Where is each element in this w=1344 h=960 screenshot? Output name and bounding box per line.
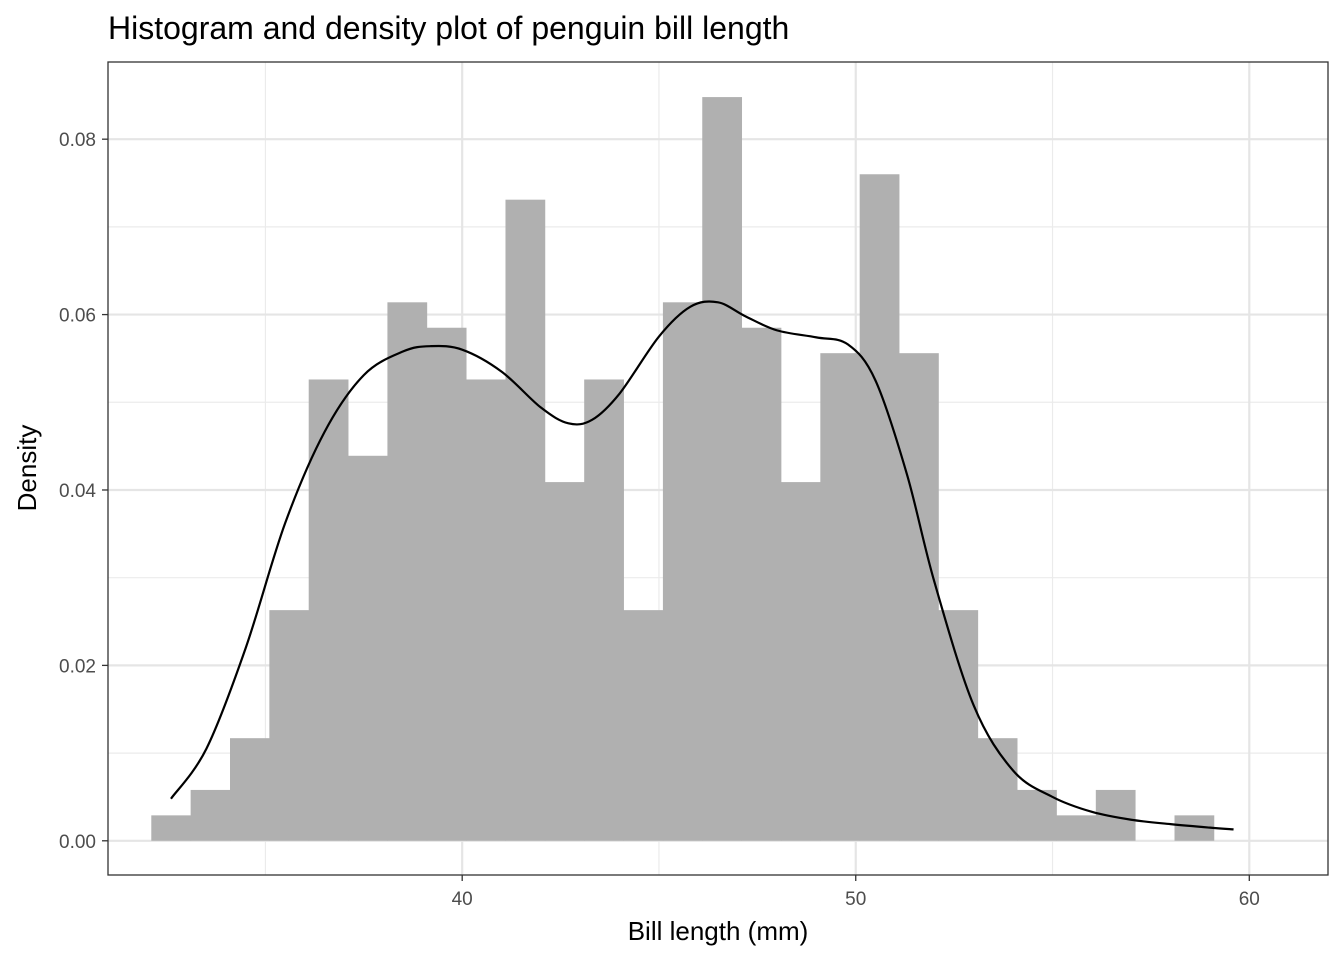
histogram-bar	[466, 379, 506, 841]
histogram-bar	[780, 482, 821, 841]
histogram-bar	[544, 482, 585, 841]
y-tick-label: 0.00	[59, 832, 96, 853]
x-tick-label: 60	[1239, 889, 1260, 910]
y-axis-title: Density	[12, 425, 42, 512]
histogram-bar	[741, 327, 782, 841]
histogram-bar	[1056, 815, 1097, 841]
histogram-bar	[859, 174, 900, 841]
histogram-bar	[584, 379, 624, 841]
y-tick-label: 0.02	[59, 656, 96, 677]
histogram-bar	[977, 738, 1018, 841]
y-axis-ticks: 0.00 0.02 0.04 0.06 0.08	[59, 130, 108, 853]
histogram-bar	[348, 455, 388, 841]
y-tick-label: 0.08	[59, 130, 96, 151]
x-axis-title: Bill length (mm)	[628, 916, 809, 946]
histogram-bar	[426, 327, 467, 841]
density-curve	[170, 300, 1234, 831]
histogram-bar	[662, 302, 703, 841]
histogram-bar	[1017, 789, 1057, 841]
histogram-bar	[230, 738, 270, 841]
y-tick-label: 0.04	[59, 481, 96, 502]
histogram-bars	[151, 97, 1215, 841]
x-tick-label: 40	[452, 889, 473, 910]
histogram-bar	[308, 379, 349, 841]
histogram-bar	[151, 815, 192, 841]
plot-panel-border	[107, 61, 1329, 876]
histogram-bar	[269, 610, 310, 841]
histogram-bar	[505, 199, 546, 841]
histogram-bar	[387, 302, 428, 841]
histogram-bar	[938, 610, 979, 841]
x-axis-ticks: 40 50 60	[452, 875, 1260, 910]
y-tick-label: 0.06	[59, 306, 96, 327]
histogram-bar	[190, 789, 231, 841]
chart-title: Histogram and density plot of penguin bi…	[108, 10, 789, 46]
histogram-bar	[820, 353, 861, 841]
histogram-bar	[899, 353, 939, 841]
histogram-bar	[623, 610, 664, 841]
x-tick-label: 50	[845, 889, 866, 910]
histogram-bar	[702, 97, 743, 841]
